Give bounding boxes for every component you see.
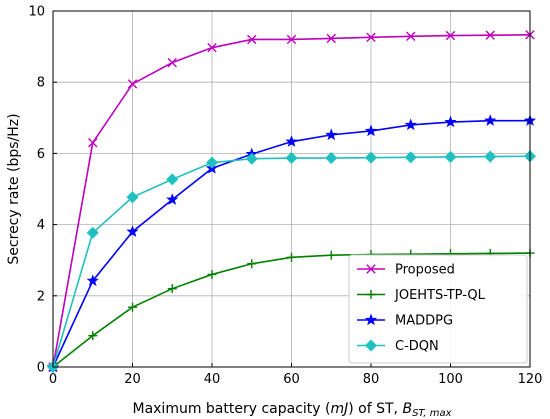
data-point: [167, 284, 177, 294]
data-point: [326, 33, 336, 44]
data-point: [484, 150, 497, 163]
data-point: [404, 118, 417, 131]
legend-marker: [364, 339, 378, 352]
data-point: [366, 32, 376, 43]
data-point: [287, 252, 296, 262]
series-joehts-tp-ql: [48, 248, 535, 372]
data-point: [86, 274, 99, 287]
legend-label: C-DQN: [395, 339, 439, 354]
data-point: [285, 135, 298, 147]
y-tick-label: 4: [37, 218, 45, 233]
legend-marker: [364, 313, 378, 326]
x-tick-label: 40: [204, 372, 221, 387]
y-tick-label: 6: [37, 147, 45, 162]
data-point: [247, 259, 257, 269]
data-point: [166, 173, 179, 186]
legend-entry: Proposed: [357, 263, 455, 278]
data-point: [445, 30, 456, 41]
x-axis-label: Maximum battery capacity (mJ) of ST, BST…: [132, 401, 451, 419]
data-point: [126, 225, 139, 237]
data-point: [166, 193, 179, 205]
axis-ticks: 0 20 40 60 80 100 120 0 2 4 6 8 10: [28, 5, 542, 388]
y-tick-label: 0: [37, 361, 45, 376]
legend-marker: [366, 290, 376, 299]
data-point: [364, 124, 378, 137]
data-point: [245, 152, 258, 165]
data-point: [126, 191, 139, 204]
legend-box: [348, 254, 528, 364]
data-point: [88, 138, 98, 148]
data-point: [326, 250, 336, 260]
legend-entry: C-DQN: [357, 339, 439, 354]
data-point: [286, 34, 297, 45]
legend-entry: MADDPG: [357, 314, 453, 329]
data-point: [364, 151, 378, 164]
legend-label: Proposed: [395, 263, 455, 278]
legend-label: JOEHTS-TP-QL: [394, 288, 486, 303]
data-point: [444, 150, 457, 163]
x-tick-label: 0: [49, 372, 57, 387]
data-point: [404, 151, 417, 164]
data-point: [325, 152, 338, 165]
data-point: [88, 331, 98, 341]
y-tick-label: 8: [37, 76, 45, 91]
y-tick-label: 2: [37, 289, 45, 304]
y-tick-label: 10: [28, 5, 45, 20]
data-point: [86, 226, 99, 239]
data-point: [205, 156, 219, 169]
x-tick-label: 100: [438, 372, 463, 387]
data-point: [485, 30, 495, 40]
data-point: [167, 57, 177, 68]
data-point: [207, 269, 217, 279]
data-point: [247, 34, 257, 45]
legend-entry: JOEHTS-TP-QL: [357, 288, 486, 303]
data-point: [207, 42, 217, 53]
legend: Proposed JOEHTS-TP-QL MADDPG C-DQN: [348, 254, 528, 364]
data-point: [406, 31, 416, 41]
data-point: [285, 152, 298, 165]
x-tick-label: 60: [283, 372, 300, 387]
data-point: [128, 302, 137, 312]
data-point: [127, 79, 138, 89]
y-axis-label: Secrecy rate (bps/Hz): [6, 113, 22, 264]
x-tick-label: 120: [518, 372, 543, 387]
data-point: [325, 128, 338, 141]
series-proposed: [48, 30, 535, 372]
data-point: [444, 115, 457, 128]
x-tick-label: 80: [363, 372, 380, 387]
x-tick-label: 20: [124, 372, 141, 387]
legend-label: MADDPG: [395, 314, 453, 329]
data-point: [484, 114, 497, 126]
legend-marker: [366, 264, 376, 274]
